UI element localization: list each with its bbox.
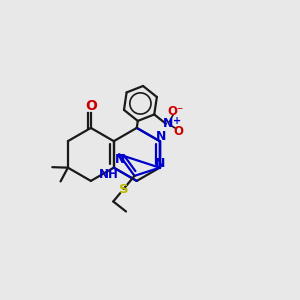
Text: O: O (173, 125, 183, 138)
Text: NH: NH (99, 168, 118, 181)
Text: O: O (85, 99, 97, 113)
Text: +: + (173, 116, 181, 126)
Text: S: S (119, 182, 128, 196)
Text: N: N (155, 157, 166, 170)
Text: N: N (115, 153, 125, 166)
Text: O⁻: O⁻ (167, 105, 184, 119)
Text: N: N (163, 116, 173, 130)
Text: N: N (155, 130, 166, 143)
